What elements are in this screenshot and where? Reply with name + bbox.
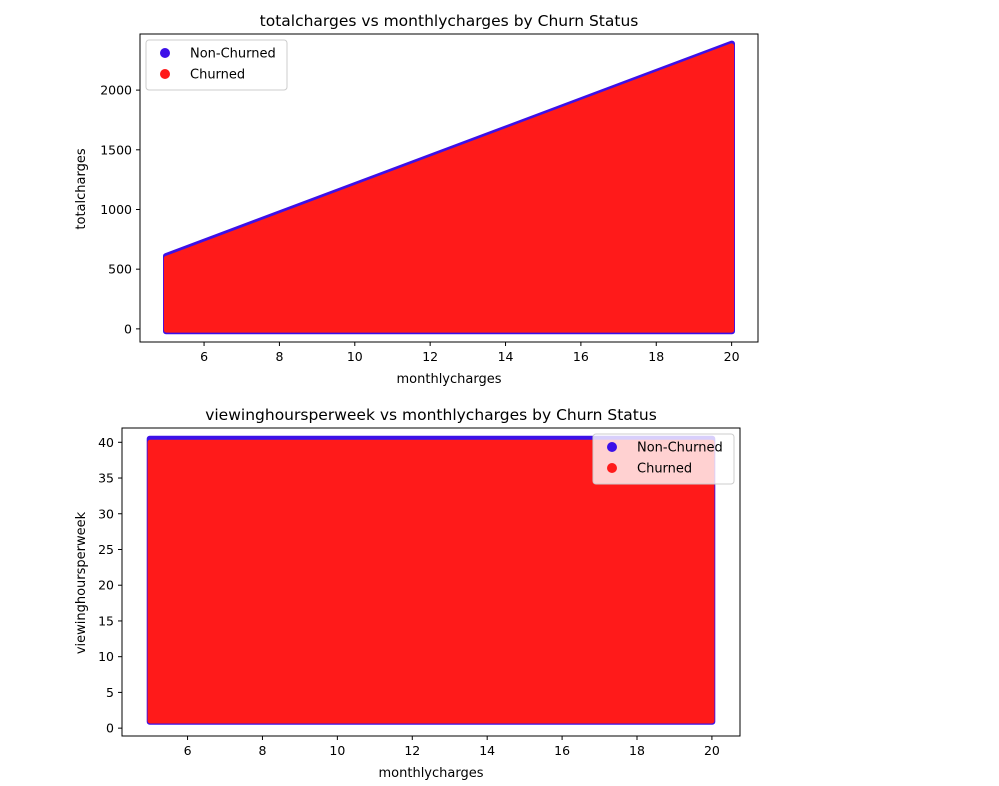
x-tick-label: 20 [724,349,740,364]
x-tick-label: 6 [184,743,192,758]
y-tick-label: 35 [98,471,114,486]
axes-frame [121,427,741,737]
y-tick-label: 30 [98,506,114,521]
x-tick-label: 14 [498,349,514,364]
legend: Non-Churned Churned [145,39,288,91]
legend-box [145,39,288,91]
legend-marker [160,48,170,58]
y-axis: 0 5 10 15 20 25 30 35 40 [98,435,122,736]
x-tick-label: 8 [258,743,266,758]
axes-frame [139,33,759,343]
y-tick-label: 1000 [100,202,132,217]
x-tick-label: 10 [329,743,345,758]
legend-label: Non-Churned [637,441,723,456]
chart-title: viewinghoursperweek vs monthlycharges by… [205,406,657,424]
x-tick-label: 18 [629,743,645,758]
subplot-viewinghours: viewinghoursperweek vs monthlycharges by… [74,406,741,781]
y-axis-label: totalcharges [74,148,89,229]
y-tick-label: 0 [106,721,114,736]
x-axis: 6 8 10 12 14 16 18 20 [184,736,720,758]
subplot-totalcharges: totalcharges vs monthlycharges by Churn … [74,12,759,387]
y-tick-label: 40 [98,435,114,450]
x-tick-label: 12 [404,743,420,758]
x-tick-label: 14 [479,743,495,758]
legend-label: Churned [637,462,692,477]
y-tick-label: 5 [106,685,114,700]
y-axis-label: viewinghoursperweek [74,511,89,654]
x-axis-label: monthlycharges [397,372,502,387]
scatter-marks [163,40,735,335]
chart-title: totalcharges vs monthlycharges by Churn … [260,12,639,30]
x-axis: 6 8 10 12 14 16 18 20 [200,342,740,364]
x-axis-label: monthlycharges [379,766,484,781]
y-tick-label: 1500 [100,142,132,157]
x-tick-label: 6 [200,349,208,364]
y-axis: 0 500 1000 1500 2000 [100,83,140,336]
legend-box [592,433,735,485]
y-tick-label: 10 [98,649,114,664]
scatter-series-churned [163,43,735,333]
y-tick-label: 20 [98,578,114,593]
legend: Non-Churned Churned [592,433,735,485]
y-tick-label: 15 [98,613,114,628]
scatter-marks [146,435,716,725]
y-tick-label: 25 [98,542,114,557]
x-tick-label: 8 [275,349,283,364]
y-tick-label: 0 [124,321,132,336]
y-tick-label: 500 [108,262,132,277]
x-tick-label: 16 [573,349,589,364]
x-tick-label: 18 [648,349,664,364]
x-tick-label: 10 [347,349,363,364]
legend-marker [607,442,617,452]
x-tick-label: 20 [704,743,720,758]
x-tick-label: 16 [554,743,570,758]
legend-label: Non-Churned [190,47,276,62]
x-tick-label: 12 [422,349,438,364]
legend-marker [607,463,617,473]
legend-marker [160,69,170,79]
y-tick-label: 2000 [100,83,132,98]
legend-label: Churned [190,68,245,83]
